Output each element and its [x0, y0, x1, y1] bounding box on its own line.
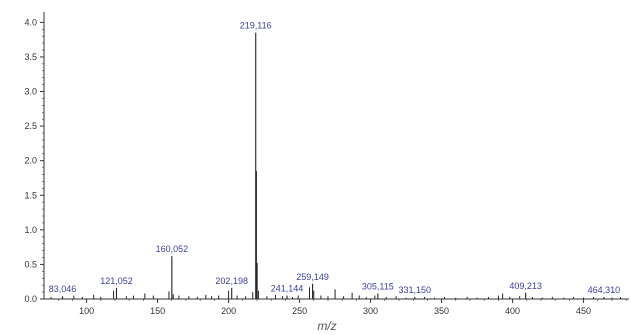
peak-label: 305,115: [362, 281, 394, 291]
peak-label: 202,198: [215, 276, 248, 286]
peak-label: 121,052: [100, 276, 133, 286]
x-tick-label: 450: [576, 306, 591, 316]
y-tick-label: 3.0: [24, 87, 37, 97]
peak-label: 409,213: [509, 281, 542, 291]
x-tick-label: 200: [221, 306, 236, 316]
axes: [43, 12, 629, 300]
x-tick-label: 150: [150, 306, 165, 316]
y-tick-label: 2.5: [24, 121, 37, 131]
x-tick-label: 250: [292, 306, 307, 316]
y-tick-label: 1.5: [24, 190, 37, 200]
x-tick-label: 100: [79, 306, 94, 316]
x-axis-title: m/z: [317, 319, 336, 333]
labeled-peaks: [61, 32, 605, 299]
y-tick-label: 2.0: [24, 156, 37, 166]
x-axis-ticks: 100 150 200 250 300 350 400 450: [57, 299, 627, 316]
peak-labels: 83,046 121,052 160,052 202,198 219,116 241,14…: [49, 21, 620, 295]
peak-label: 83,046: [49, 284, 77, 294]
y-axis-ticks: 0.0 0.5 1.0 1.5 2.0 2.5 3.0 3.5 4.0: [24, 17, 44, 304]
x-tick-label: 300: [363, 306, 378, 316]
y-tick-label: 3.5: [24, 52, 37, 62]
y-tick-label: 0.0: [24, 294, 37, 304]
peak-label: 331,150: [399, 285, 432, 295]
y-tick-label: 4.0: [24, 17, 37, 27]
y-tick-label: 0.5: [24, 259, 37, 269]
x-tick-label: 350: [434, 306, 449, 316]
peak-label: 241,144: [271, 284, 304, 294]
peak-label: 160,052: [156, 244, 189, 254]
peak-label: 219,116: [240, 21, 272, 31]
y-tick-label: 1.0: [24, 225, 37, 235]
peak-label: 464,310: [588, 285, 621, 295]
x-tick-label: 400: [505, 306, 520, 316]
peak-label: 259,149: [296, 272, 329, 282]
